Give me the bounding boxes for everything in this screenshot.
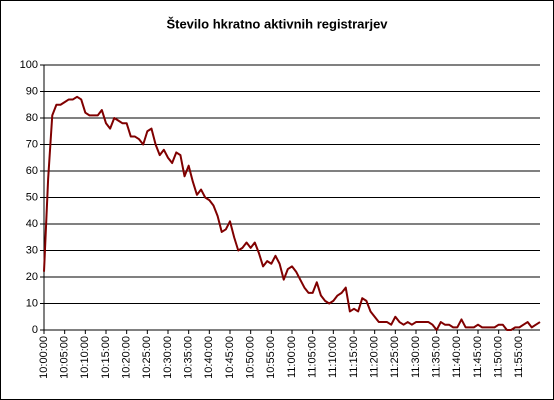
y-tick-label: 50 bbox=[26, 191, 38, 203]
x-tick-label: 10:05:00 bbox=[59, 336, 71, 379]
x-tick-label: 11:45:00 bbox=[472, 336, 484, 378]
x-tick-label: 11:00:00 bbox=[286, 336, 298, 378]
x-tick-label: 10:45:00 bbox=[224, 336, 236, 379]
x-tick-label: 10:35:00 bbox=[183, 336, 195, 379]
x-tick-label: 10:00:00 bbox=[38, 336, 50, 379]
x-tick-label: 11:35:00 bbox=[431, 336, 443, 378]
x-tick-label: 11:50:00 bbox=[493, 336, 505, 378]
x-tick-label: 11:40:00 bbox=[451, 336, 463, 378]
y-tick-label: 20 bbox=[26, 271, 38, 283]
x-tick-label: 10:50:00 bbox=[245, 336, 257, 379]
x-tick-label: 11:30:00 bbox=[410, 336, 422, 378]
x-tick-label: 10:40:00 bbox=[203, 336, 215, 379]
x-tick-label: 10:10:00 bbox=[79, 336, 91, 379]
x-tick-label: 11:05:00 bbox=[307, 336, 319, 378]
x-tick-label: 11:55:00 bbox=[513, 336, 525, 378]
y-tick-label: 10 bbox=[26, 297, 38, 309]
data-line bbox=[43, 95, 541, 331]
chart-title: Število hkratno aktivnih registrarjev bbox=[166, 16, 388, 31]
x-tick-label: 10:15:00 bbox=[100, 336, 112, 379]
x-tick-label: 11:15:00 bbox=[348, 336, 360, 378]
y-tick-label: 40 bbox=[26, 218, 38, 230]
y-tick-label: 70 bbox=[26, 138, 38, 150]
x-tick-label: 11:10:00 bbox=[327, 336, 339, 378]
y-tick-label: 80 bbox=[26, 112, 38, 124]
x-tick-label: 11:20:00 bbox=[369, 336, 381, 378]
y-tick-label: 60 bbox=[26, 165, 38, 177]
x-tick-label: 11:25:00 bbox=[389, 336, 401, 378]
x-tick-label: 10:25:00 bbox=[141, 336, 153, 379]
x-tick-label: 10:20:00 bbox=[121, 336, 133, 379]
y-tick-label: 100 bbox=[20, 59, 38, 71]
y-tick-label: 0 bbox=[32, 324, 38, 336]
y-tick-label: 30 bbox=[26, 244, 38, 256]
y-tick-label: 90 bbox=[26, 85, 38, 97]
x-tick-label: 10:30:00 bbox=[162, 336, 174, 379]
x-tick-label: 10:55:00 bbox=[265, 336, 277, 379]
